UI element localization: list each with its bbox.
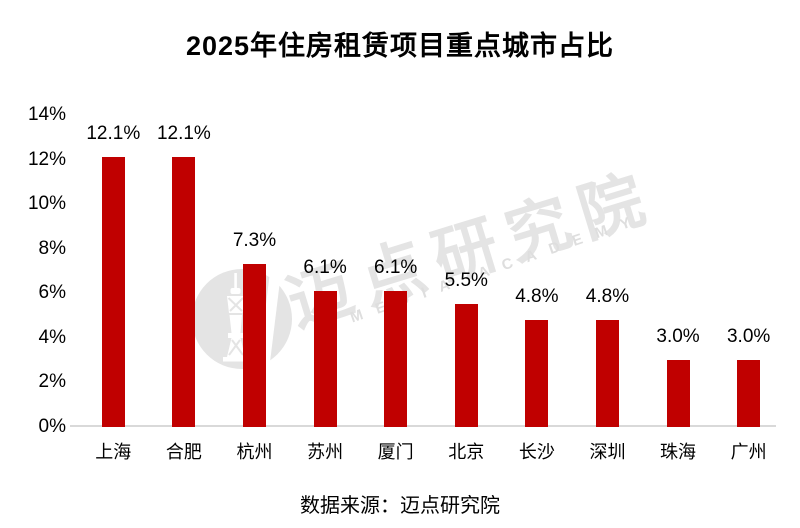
bar (313, 291, 337, 427)
y-axis-tick-label: 10% (27, 193, 66, 215)
bar (101, 157, 125, 427)
y-axis-tick-label: 2% (38, 371, 66, 393)
bar-value-label: 5.5% (444, 270, 488, 292)
bar-value-label: 3.0% (726, 326, 771, 348)
bar (525, 320, 549, 427)
x-axis-category-label: 厦门 (377, 442, 414, 462)
x-axis-category-label: 珠海 (660, 442, 697, 462)
bar-value-label: 4.8% (515, 286, 559, 308)
x-axis-category-label: 广州 (730, 442, 767, 462)
bar-column-7: 4.8% 深圳 (572, 115, 643, 462)
bar-column-4: 6.1% 厦门 (360, 115, 431, 462)
bar-column-9: 3.0% 广州 (713, 115, 784, 462)
y-axis-tick-label: 14% (27, 104, 66, 125)
y-axis-tick-label: 0% (38, 416, 66, 437)
y-axis-tick-label: 4% (38, 326, 66, 348)
bar-value-label: 7.3% (232, 230, 277, 252)
bar-value-label: 12.1% (86, 123, 141, 145)
bar (737, 360, 761, 427)
x-axis-category-label: 深圳 (589, 442, 626, 462)
bar-column-2: 7.3% 杭州 (219, 115, 290, 462)
bar (172, 157, 196, 427)
bar-value-label: 3.0% (656, 326, 700, 348)
x-axis-category-label: 杭州 (236, 442, 273, 462)
y-axis-tick-label: 12% (27, 148, 66, 170)
x-axis-line (70, 425, 776, 427)
y-axis-tick-label: 8% (38, 237, 66, 259)
source-note: 数据来源：迈点研究院 (300, 495, 500, 517)
y-axis-tick-label: 6% (38, 282, 66, 304)
bar-column-1: 12.1% 合肥 (149, 115, 220, 462)
plot-area: 12.1% 上海 12.1% 合肥 7.3% 杭州 6.1% 苏州 6.1% 厦门 5.5% 北京 4.… (78, 115, 784, 462)
bar-value-label: 4.8% (585, 286, 630, 308)
bar-column-0: 12.1% 上海 (78, 115, 149, 462)
bar (384, 291, 408, 427)
bar-column-6: 4.8% 长沙 (502, 115, 573, 462)
bar-value-label: 6.1% (303, 257, 347, 279)
bar-column-5: 5.5% 北京 (431, 115, 502, 462)
bar (242, 264, 266, 427)
bar-column-3: 6.1% 苏州 (290, 115, 361, 462)
bar (666, 360, 690, 427)
x-axis-category-label: 上海 (95, 442, 132, 462)
x-axis-category-label: 北京 (448, 442, 485, 462)
x-axis-category-label: 合肥 (165, 442, 202, 462)
bar-value-label: 6.1% (374, 257, 418, 279)
bar (595, 320, 619, 427)
bar-column-8: 3.0% 珠海 (643, 115, 714, 462)
x-axis-category-label: 苏州 (307, 442, 344, 462)
x-axis-category-label: 长沙 (518, 442, 555, 462)
chart-title: 2025年住房租赁项目重点城市占比 (185, 31, 615, 61)
bar-value-label: 12.1% (156, 123, 211, 145)
bar (454, 304, 478, 427)
